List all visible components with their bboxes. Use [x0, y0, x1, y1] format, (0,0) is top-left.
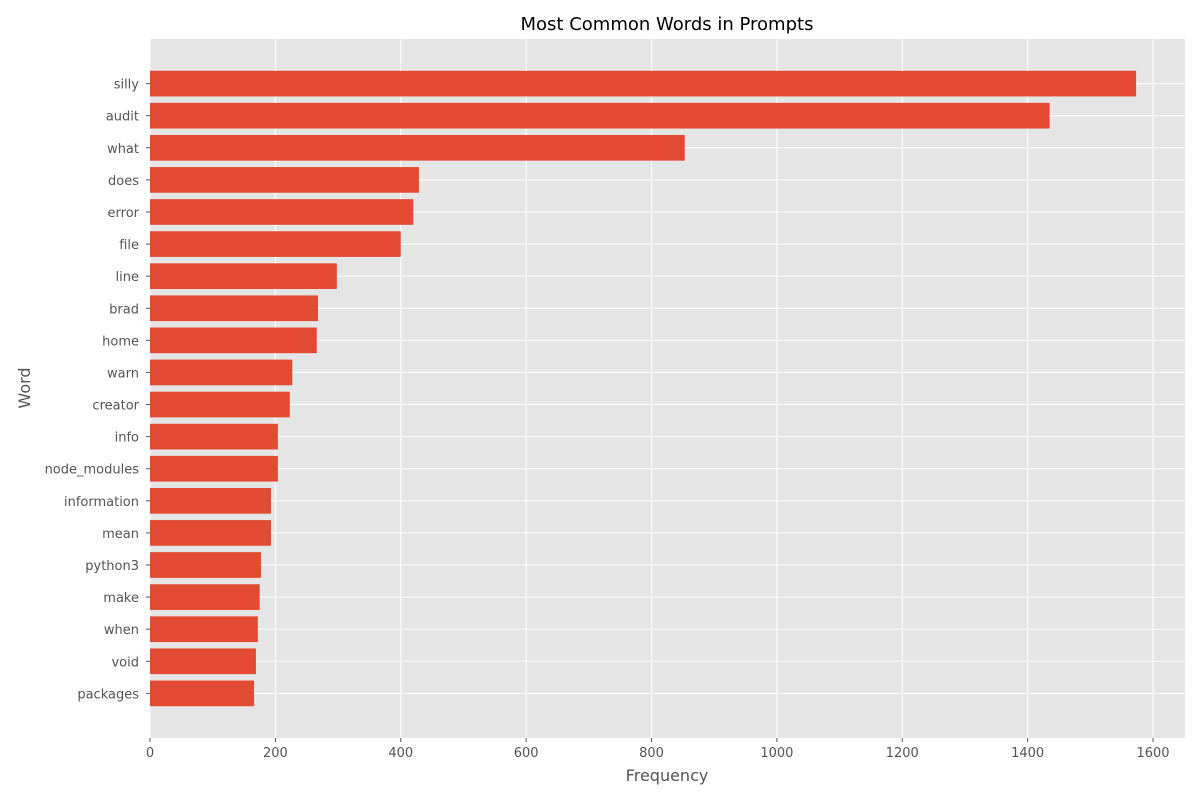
x-tick-label: 1400: [1011, 746, 1044, 761]
bar-python3: [150, 552, 261, 578]
y-tick-label: line: [116, 270, 139, 285]
y-tick-label: brad: [109, 302, 139, 317]
y-tick-label: make: [103, 591, 139, 606]
y-tick-label: when: [104, 623, 139, 638]
y-tick-label: what: [107, 142, 139, 157]
y-tick-label: audit: [106, 110, 139, 125]
chart-title: Most Common Words in Prompts: [521, 14, 814, 35]
y-tick-label: file: [119, 238, 139, 253]
x-tick-label: 1200: [886, 746, 919, 761]
y-tick-label: information: [64, 495, 139, 510]
y-tick-label: does: [108, 174, 139, 189]
y-axis-label: Word: [15, 367, 34, 408]
bar-node_modules: [150, 455, 278, 482]
bar-packages: [150, 680, 255, 707]
y-tick-label: node_modules: [45, 463, 140, 478]
y-tick-label: python3: [85, 559, 139, 574]
y-tick-label: home: [102, 334, 139, 349]
x-axis-label: Frequency: [626, 766, 709, 785]
x-tick-label: 1000: [760, 746, 793, 761]
bar-silly: [150, 70, 1137, 97]
x-tick-label: 400: [388, 746, 413, 761]
y-tick-label: error: [108, 206, 140, 221]
bar-void: [150, 648, 256, 675]
bar-mean: [150, 520, 271, 546]
bar-warn: [150, 359, 293, 386]
bar-audit: [150, 102, 1050, 129]
bar-creator: [150, 391, 290, 418]
bar-error: [150, 199, 414, 225]
y-tick-label: info: [115, 431, 139, 446]
x-tick-label: 600: [514, 746, 539, 761]
bar-line: [150, 263, 337, 290]
x-tick-label: 0: [146, 746, 154, 761]
y-tick-label: void: [111, 655, 139, 670]
bar-info: [150, 423, 278, 450]
bar-when: [150, 616, 258, 643]
bar-does: [150, 167, 419, 193]
x-tick-label: 1600: [1136, 746, 1169, 761]
bar-home: [150, 327, 317, 354]
bar-information: [150, 487, 271, 514]
y-tick-label: packages: [77, 687, 139, 702]
y-tick-label: silly: [114, 78, 140, 93]
y-tick-label: warn: [107, 366, 139, 381]
y-tick-label: mean: [102, 527, 139, 542]
bar-what: [150, 134, 685, 161]
bar-file: [150, 231, 401, 257]
y-tick-label: creator: [92, 399, 139, 414]
bar-brad: [150, 295, 319, 322]
x-tick-label: 200: [263, 746, 288, 761]
bar-make: [150, 584, 260, 610]
x-tick-label: 800: [639, 746, 664, 761]
